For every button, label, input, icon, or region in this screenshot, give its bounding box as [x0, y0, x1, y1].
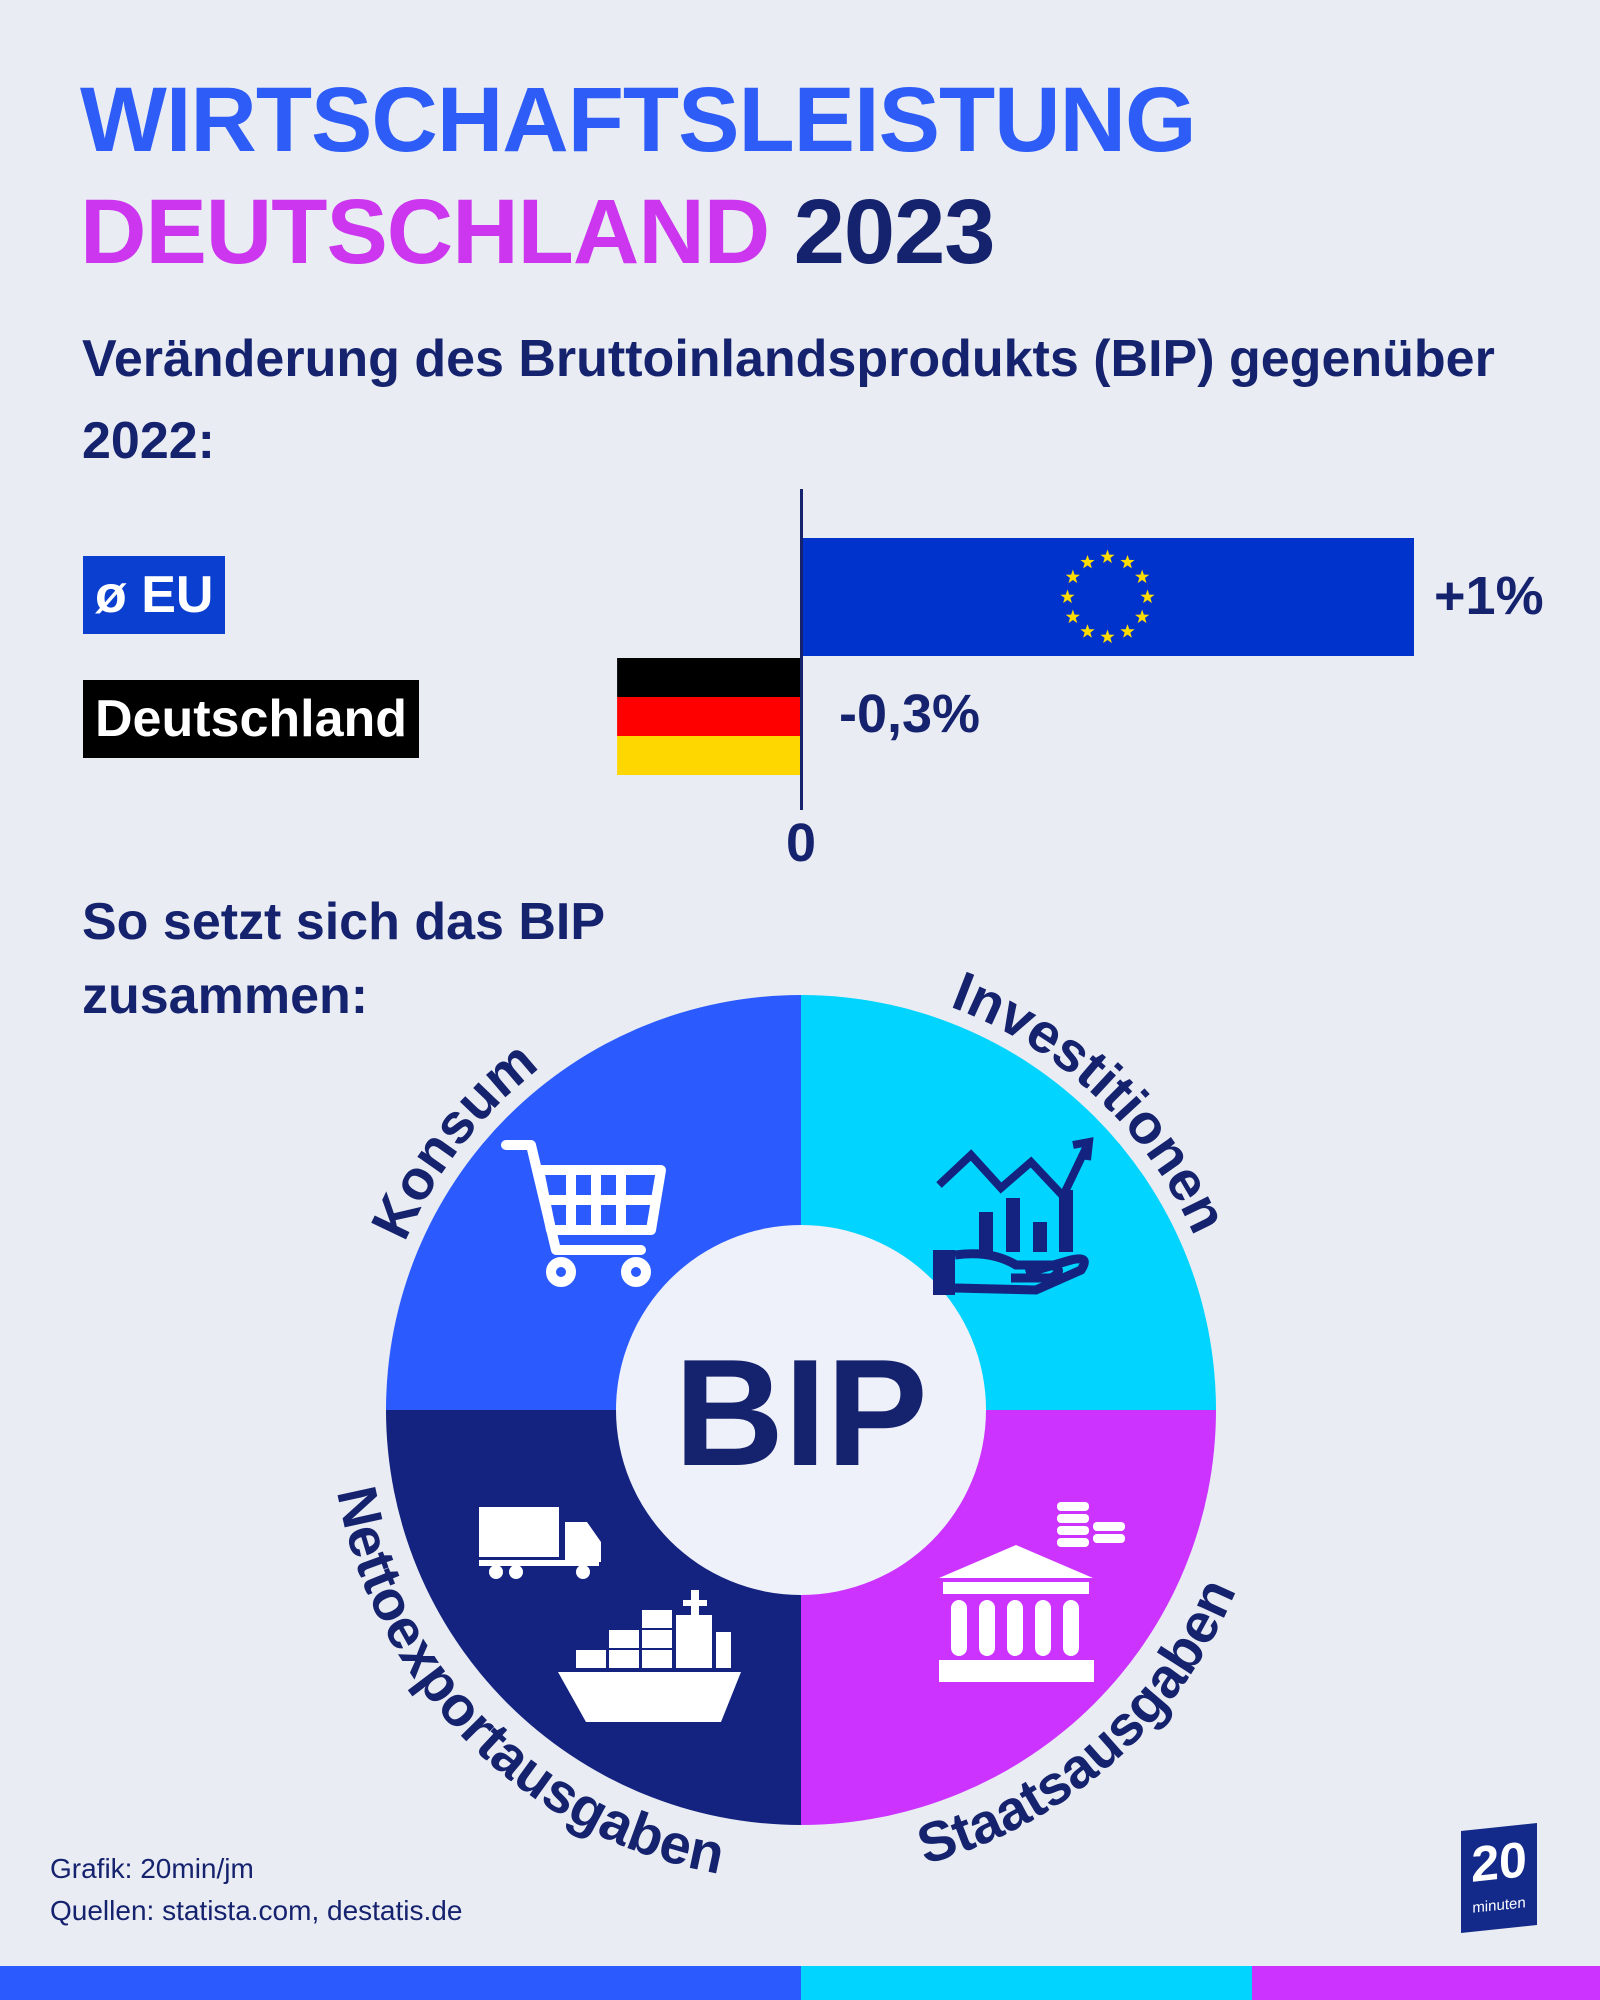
title-line-2: DEUTSCHLAND 2023: [80, 180, 996, 285]
bar-chart: [617, 538, 1414, 775]
composition-heading: So setzt sich das BIP zusammen:: [82, 893, 605, 1025]
value-label-eu: +1%: [1434, 566, 1544, 626]
eu-star-icon: [1080, 554, 1095, 569]
bar-germany-black: [617, 658, 801, 697]
eu-star-icon: [1135, 569, 1150, 584]
value-label-germany: -0,3%: [839, 683, 981, 744]
eu-star-icon: [1065, 569, 1080, 584]
title-line-1: WIRTSCHAFTSLEISTUNG: [80, 69, 1197, 171]
eu-star-icon: [1100, 549, 1115, 564]
bar-germany-gold: [617, 736, 801, 775]
eu-star-icon: [1135, 609, 1150, 624]
category-label-germany: Deutschland: [83, 680, 420, 758]
center-label: BIP: [674, 1328, 927, 1498]
20min-logo: 20 minuten: [1461, 1823, 1537, 1933]
sources: Quellen: statista.com, destatis.de: [50, 1895, 463, 1926]
footer: Grafik: 20min/jm Quellen: statista.com, …: [50, 1848, 462, 1932]
category-label-eu: ø EU: [83, 556, 226, 634]
bar-germany-red: [617, 697, 801, 736]
eu-star-icon: [1060, 589, 1075, 604]
graphic-credit: Grafik: 20min/jm: [50, 1853, 254, 1884]
eu-star-icon: [1065, 609, 1080, 624]
shopping-cart-icon: [501, 1140, 666, 1287]
eu-star-icon: [1120, 624, 1135, 638]
stripe-cyan: [801, 1966, 1252, 2000]
eu-star-icon: [1120, 554, 1135, 569]
bip-pie: BIP Konsum Investitionen Nettoexportausg…: [325, 959, 1248, 1886]
cargo-ship-icon: [558, 1590, 741, 1722]
bank-coins-icon: [939, 1502, 1125, 1682]
eu-star-icon: [1080, 624, 1095, 638]
truck-icon: [479, 1507, 601, 1579]
center-circle: [616, 1225, 986, 1595]
stripe-blue: [0, 1966, 801, 2000]
title-year: 2023: [793, 181, 996, 283]
subtitle: Veränderung des Bruttoinlandsprodukts (B…: [82, 330, 1495, 470]
axis-tick-zero: 0: [786, 813, 817, 873]
zero-axis: [800, 489, 803, 810]
logo-number: 20: [1471, 1831, 1527, 1893]
eu-star-icon: [1140, 589, 1155, 604]
title-country: DEUTSCHLAND: [80, 181, 770, 283]
eu-star-icon: [1100, 629, 1115, 644]
stripe-magenta: [1252, 1966, 1600, 2000]
growth-chart-hand-icon: [933, 1137, 1094, 1295]
